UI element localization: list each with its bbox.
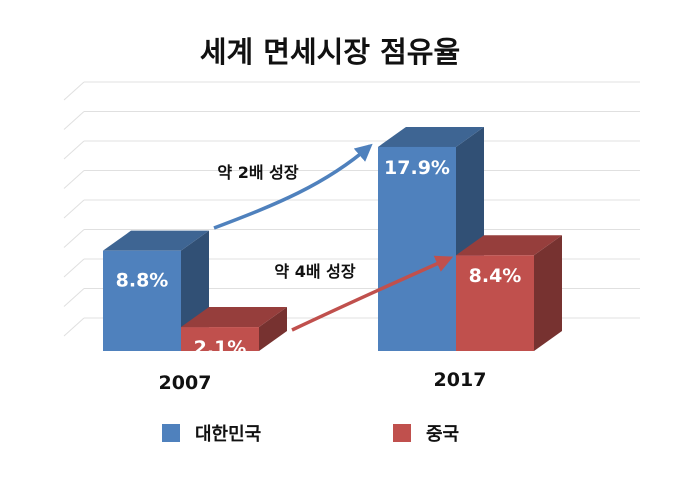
- data-label: 8.4%: [469, 265, 522, 287]
- gridline-floor: [63, 317, 85, 337]
- bar-중국-2007: [181, 307, 287, 351]
- bar-top: [103, 230, 209, 251]
- gridline-floor: [63, 199, 85, 219]
- data-labels: 8.8% 2.1% 17.9% 8.4%: [116, 157, 522, 359]
- legend-label-china: 중국: [426, 424, 459, 445]
- legend-swatch-korea: [162, 424, 180, 442]
- chart-title: 세계 면세시장 점유율: [200, 35, 460, 69]
- annotation-korea-growth: 약 2배 성장: [217, 163, 298, 182]
- x-tick-label-2007: 2007: [159, 372, 212, 394]
- bar-front: [181, 327, 259, 351]
- bar-top: [378, 126, 484, 147]
- legend-swatch-china: [393, 424, 411, 442]
- data-label: 2.1%: [194, 337, 247, 359]
- bar-대한민국-2007: [103, 230, 209, 351]
- x-tick-label-2017: 2017: [434, 369, 487, 391]
- bar-front: [456, 255, 534, 351]
- gridline-floor: [63, 229, 85, 248]
- growth-arrow-korea: [213, 143, 373, 230]
- legend-label-korea: 대한민국: [195, 424, 261, 445]
- gridline-floor: [63, 81, 85, 101]
- bar-group: [103, 126, 562, 351]
- growth-arrow-china: [291, 255, 454, 332]
- legend: 대한민국 중국: [162, 424, 459, 445]
- gridline-floor: [63, 111, 85, 130]
- bar-top: [181, 307, 287, 328]
- bar-front: [378, 146, 456, 351]
- annotation-china-growth: 약 4배 성장: [274, 262, 355, 281]
- bar-top: [456, 235, 562, 256]
- bar-side: [259, 307, 287, 351]
- bar-front: [103, 250, 181, 351]
- bar-중국-2017: [456, 235, 562, 351]
- data-label: 8.8%: [116, 270, 169, 292]
- gridline-floor: [63, 140, 85, 160]
- gridline-floor: [63, 288, 85, 307]
- gridline-floor: [63, 170, 85, 189]
- gridline-floor: [63, 258, 85, 278]
- bar-side: [534, 235, 562, 351]
- growth-arrows: [213, 143, 454, 332]
- data-label: 17.9%: [384, 157, 450, 179]
